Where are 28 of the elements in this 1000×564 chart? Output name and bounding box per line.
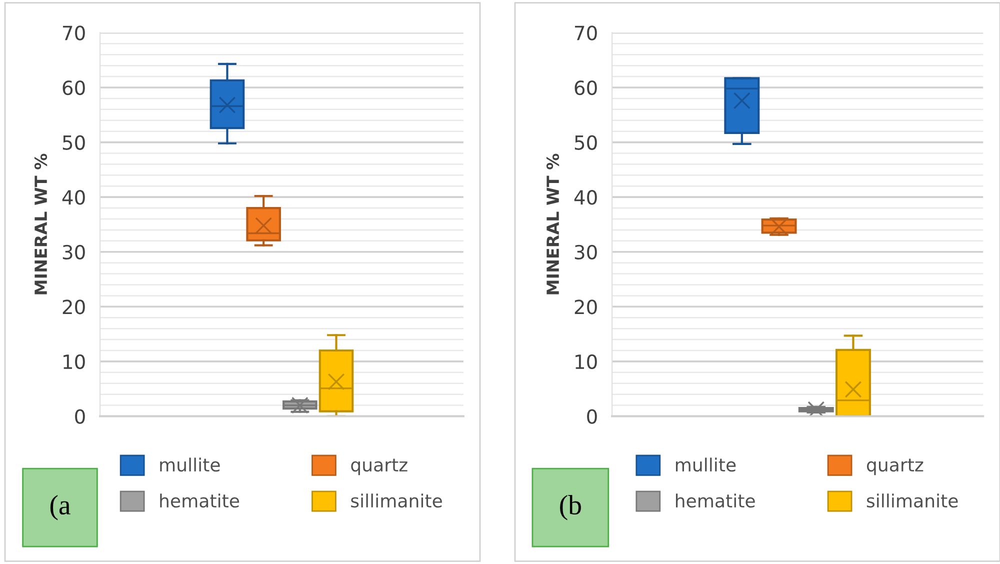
- y-axis-title: MINERAL WT %: [34, 154, 48, 294]
- legend-label: hematite: [160, 494, 240, 508]
- legend-label: sillimanite: [866, 494, 958, 508]
- y-tick-label: 70: [575, 26, 597, 40]
- y-tick-label: 40: [574, 190, 597, 205]
- y-tick-label: 60: [62, 80, 85, 96]
- legend-label: mullite: [160, 458, 220, 472]
- y-tick-label: 20: [574, 300, 597, 314]
- y-tick-label: 40: [62, 190, 85, 205]
- y-tick-label: 0: [75, 409, 85, 424]
- y-tick-label: 30: [62, 244, 85, 260]
- y-tick-label: 20: [62, 300, 85, 314]
- legend-label: mullite: [676, 458, 736, 472]
- legend-label: sillimanite: [351, 494, 442, 508]
- y-tick-label: 0: [587, 409, 597, 424]
- y-tick-label: 60: [574, 80, 597, 96]
- y-axis-title: MINERAL WT %: [546, 154, 560, 294]
- y-tick-label: 10: [64, 354, 85, 370]
- y-tick-label: 50: [574, 135, 597, 150]
- legend-label: quartz: [351, 458, 408, 476]
- legend-label: quartz: [866, 458, 924, 476]
- y-tick-label: 30: [574, 244, 597, 260]
- y-tick-label: 50: [62, 135, 85, 150]
- y-tick-label: 10: [576, 354, 597, 370]
- legend-label: hematite: [676, 494, 755, 508]
- text: (a: [50, 495, 70, 520]
- y-tick-label: 70: [63, 26, 85, 40]
- text: (b: [560, 495, 581, 520]
